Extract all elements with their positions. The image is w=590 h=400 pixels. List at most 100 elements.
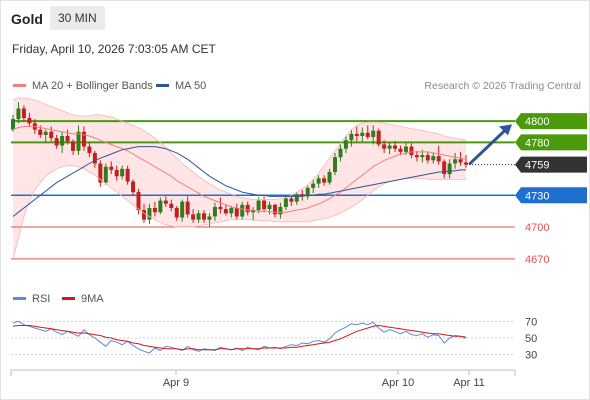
candle-body: [267, 204, 272, 210]
candle: [65, 129, 70, 145]
candle-body: [283, 198, 288, 207]
candle: [289, 195, 294, 206]
candle: [60, 131, 65, 153]
candle-body: [300, 194, 305, 197]
candle-body: [147, 208, 152, 220]
candle-body: [163, 200, 168, 204]
header-bar: Gold 30 MIN: [0, 0, 590, 36]
candle: [436, 145, 441, 165]
candle: [414, 150, 419, 162]
candle-body: [393, 145, 398, 149]
candle-body: [136, 192, 141, 211]
candle: [11, 114, 15, 132]
candle-body: [294, 194, 299, 202]
candle: [234, 203, 239, 220]
candle-body: [87, 146, 92, 153]
candle-body: [141, 210, 146, 220]
symbol-label: Gold: [11, 11, 43, 27]
candle: [152, 201, 157, 217]
candle: [371, 125, 376, 145]
candle-body: [169, 203, 174, 208]
ma20-line: [12, 126, 467, 213]
candle: [92, 150, 97, 168]
candle-body: [240, 204, 245, 217]
candle-body: [256, 200, 261, 211]
candle: [322, 175, 327, 186]
candle: [294, 192, 299, 205]
candle: [272, 203, 277, 218]
rsi-tick-70: 70: [525, 316, 537, 328]
candle: [349, 129, 354, 147]
candle-body: [207, 216, 212, 220]
candle-body: [98, 163, 103, 183]
candle-body: [11, 119, 15, 130]
candle: [316, 175, 321, 188]
candle: [305, 185, 310, 200]
candle-body: [180, 201, 185, 218]
candle: [174, 205, 179, 221]
candle-body: [289, 198, 294, 202]
candle-body: [212, 206, 217, 217]
ma50-line: [12, 146, 466, 217]
timeframe-badge[interactable]: 30 MIN: [50, 6, 105, 30]
candle: [103, 163, 108, 185]
candle-body: [54, 138, 59, 146]
candle: [196, 210, 201, 223]
candle: [223, 204, 228, 216]
candle: [185, 196, 190, 218]
candle: [21, 105, 26, 122]
candle: [202, 210, 207, 223]
candle-body: [43, 131, 48, 135]
rsi-tick-30: 30: [525, 350, 537, 362]
candle-body: [272, 204, 277, 215]
ma50-legend-swatch: [156, 83, 169, 87]
candle: [425, 151, 430, 164]
candle: [240, 201, 245, 220]
candle: [131, 179, 136, 196]
candle-body: [262, 200, 267, 210]
candle: [120, 165, 125, 180]
x-label-apr-9: Apr 9: [163, 377, 189, 389]
forecast-arrow-head: [499, 124, 512, 136]
candle-body: [458, 159, 463, 163]
legend-rsi-ma: 9MA: [62, 293, 104, 305]
bollinger-upper-line: [12, 97, 467, 200]
candle-body: [360, 132, 365, 136]
price-tag-4780: 4780: [525, 137, 549, 149]
candle-body: [436, 156, 441, 162]
candle: [267, 201, 272, 215]
candle: [453, 152, 458, 169]
rsi-tick-50: 50: [525, 333, 537, 345]
credit-label: Research © 2026 Trading Central: [424, 80, 581, 92]
candle-body: [16, 108, 21, 120]
candle-body: [398, 148, 403, 152]
candle-body: [414, 155, 419, 158]
candle: [251, 206, 256, 221]
candle: [283, 196, 288, 211]
candle: [27, 112, 32, 127]
candle-body: [327, 172, 332, 183]
candle-body: [76, 131, 81, 151]
rsi-line: [12, 320, 467, 354]
candle-body: [409, 146, 414, 156]
price-tag-4800-box: [515, 113, 587, 130]
candle: [169, 199, 174, 212]
candle: [125, 165, 130, 185]
candle-body: [202, 213, 207, 220]
candle-body: [387, 145, 392, 149]
candle-body: [311, 183, 316, 188]
candle-body: [131, 181, 136, 193]
candle: [464, 155, 468, 168]
candle: [431, 152, 436, 164]
candle-body: [125, 168, 130, 182]
candle: [387, 142, 392, 154]
candle: [338, 144, 343, 162]
candle-body: [447, 163, 452, 175]
candle: [71, 139, 76, 156]
ma50-legend-label: MA 50: [175, 80, 207, 92]
candle-body: [333, 157, 338, 172]
candle-body: [425, 155, 430, 161]
x-label-apr-10: Apr 10: [382, 377, 414, 389]
candle: [81, 126, 86, 151]
